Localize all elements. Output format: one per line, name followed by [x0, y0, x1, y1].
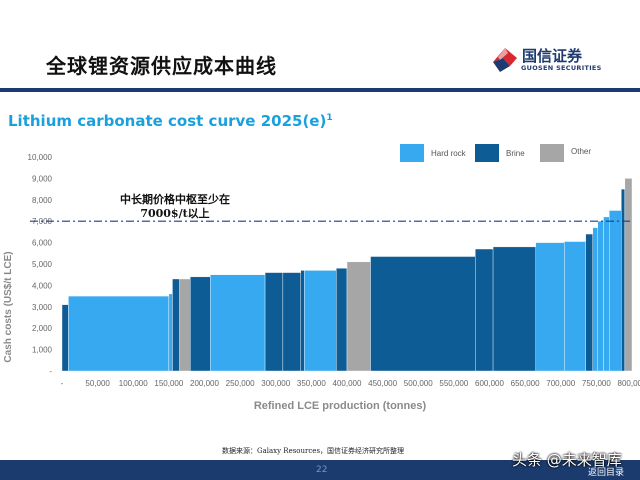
- legend-swatch-hard-rock: [400, 144, 424, 162]
- y-tick-label: 5,000: [32, 260, 53, 269]
- bar-other: [346, 261, 371, 372]
- y-tick-label: 1,000: [32, 346, 53, 355]
- x-tick-label: 450,000: [368, 379, 397, 388]
- y-tick-label: 8,000: [32, 196, 53, 205]
- bar-brine: [282, 272, 301, 372]
- bar-hard-rock: [168, 293, 173, 372]
- bar-brine: [190, 276, 211, 372]
- y-axis-ticks: -1,0002,0003,0004,0005,0006,0007,0008,00…: [28, 153, 53, 376]
- x-tick-label: -: [61, 379, 64, 388]
- bar-hard-rock: [609, 210, 622, 372]
- slide-title: 全球锂资源供应成本曲线: [46, 54, 277, 78]
- watermark: 头条 @未来智库: [512, 451, 622, 469]
- x-tick-label: 600,000: [475, 379, 504, 388]
- y-tick-label: -: [49, 367, 52, 376]
- x-tick-label: 800,000: [618, 379, 640, 388]
- y-axis-label: Cash costs (US$/t LCE): [3, 251, 14, 362]
- x-tick-label: 400,000: [333, 379, 362, 388]
- bar-other: [624, 178, 633, 372]
- bar-hard-rock: [68, 295, 170, 372]
- bar-brine: [621, 188, 626, 372]
- bar-brine: [61, 304, 69, 372]
- chart-title: Lithium carbonate cost curve 2025(e)1: [8, 112, 333, 130]
- y-tick-label: 9,000: [32, 174, 53, 183]
- company-logo: 国信证券 GUOSEN SECURITIES: [490, 42, 630, 76]
- source-note: 数据来源：Galaxy Resources，国信证券经济研究所整理: [222, 447, 405, 455]
- x-tick-label: 50,000: [85, 379, 110, 388]
- y-tick-label: 2,000: [32, 324, 53, 333]
- bar-other: [179, 278, 191, 372]
- y-tick-label: 3,000: [32, 303, 53, 312]
- x-tick-label: 550,000: [439, 379, 468, 388]
- header-divider: [0, 88, 640, 92]
- legend-swatch-brine: [475, 144, 499, 162]
- bar-brine: [585, 233, 594, 372]
- y-tick-label: 10,000: [28, 153, 53, 162]
- y-tick-label: 4,000: [32, 281, 53, 290]
- reference-line-label: 中长期价格中枢至少在: [120, 192, 230, 206]
- bar-brine: [475, 248, 494, 372]
- cost-curve-chart: Hard rock Brine Other Cash costs (US$/t LC…: [3, 144, 640, 412]
- legend-label-hard-rock: Hard rock: [431, 149, 467, 158]
- x-tick-label: 500,000: [404, 379, 433, 388]
- x-tick-label: 300,000: [261, 379, 290, 388]
- logo-name-cn: 国信证券: [522, 47, 583, 65]
- bar-hard-rock: [592, 227, 598, 372]
- x-tick-label: 700,000: [546, 379, 575, 388]
- x-axis-ticks: - 50,000 100,000 150,000 200,000 250,000 300,0…: [61, 379, 640, 388]
- bar-brine: [300, 270, 305, 372]
- x-tick-label: 750,000: [582, 379, 611, 388]
- bar-brine: [336, 268, 348, 372]
- legend-label-brine: Brine: [506, 149, 525, 158]
- bar-hard-rock: [564, 241, 586, 372]
- bar-brine: [264, 272, 284, 372]
- x-axis-label: Refined LCE production (tonnes): [254, 400, 427, 412]
- chart-title-superscript: 1: [326, 113, 333, 123]
- x-tick-label: 200,000: [190, 379, 219, 388]
- x-tick-label: 100,000: [119, 379, 148, 388]
- bar-hard-rock: [535, 242, 565, 372]
- bar-brine: [370, 256, 476, 372]
- x-tick-label: 250,000: [226, 379, 255, 388]
- legend-label-other: Other: [571, 147, 591, 156]
- footer-band: [0, 460, 640, 480]
- page-number: 22: [316, 465, 328, 475]
- bar-hard-rock: [603, 216, 610, 372]
- logo-name-en: GUOSEN SECURITIES: [521, 64, 602, 72]
- chart-legend: Hard rock Brine Other: [400, 144, 591, 162]
- back-to-contents-link[interactable]: 返回目录: [588, 468, 625, 478]
- x-tick-label: 650,000: [511, 379, 540, 388]
- bar-hard-rock: [597, 220, 604, 372]
- bar-brine: [172, 278, 180, 372]
- legend-swatch-other: [540, 144, 564, 162]
- x-tick-label: 350,000: [297, 379, 326, 388]
- cost-bars: [61, 178, 633, 372]
- guosen-logo-icon: [493, 48, 517, 72]
- x-tick-label: 150,000: [154, 379, 183, 388]
- chart-title-text: Lithium carbonate cost curve 2025(e): [8, 112, 327, 130]
- reference-line-value-label: 7000$/t以上: [140, 206, 209, 220]
- y-tick-label: 6,000: [32, 239, 53, 248]
- bar-brine: [492, 246, 537, 372]
- bar-hard-rock: [209, 274, 266, 372]
- bar-hard-rock: [304, 270, 337, 372]
